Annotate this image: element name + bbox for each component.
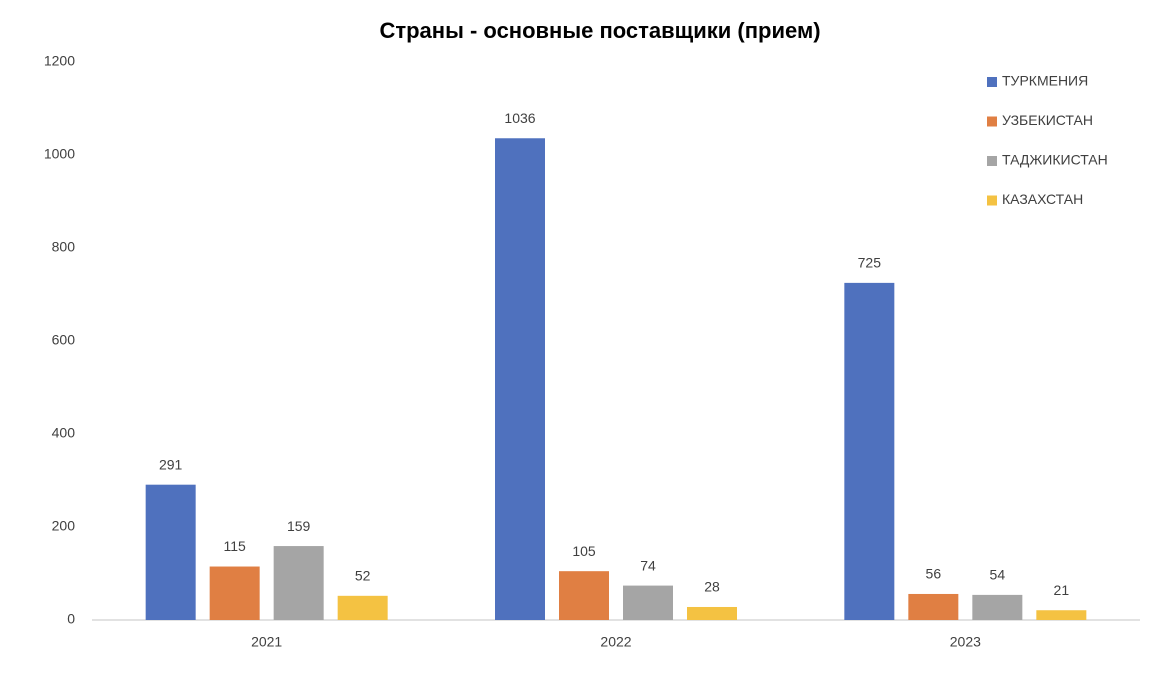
data-label: 105 (572, 543, 596, 559)
bar (273, 546, 324, 620)
bar (559, 571, 609, 620)
data-label: 74 (640, 557, 656, 573)
bar (844, 282, 895, 620)
data-label: 725 (858, 255, 882, 271)
legend-swatch (987, 116, 997, 127)
data-label: 115 (224, 538, 247, 554)
bar (337, 595, 388, 620)
data-label: 291 (159, 456, 183, 472)
y-tick-label: 800 (52, 239, 76, 255)
data-label: 56 (926, 566, 942, 582)
data-label: 28 (704, 579, 720, 595)
legend-swatch (987, 77, 997, 87)
data-label: 52 (355, 568, 371, 584)
bar (623, 585, 673, 620)
x-tick-label: 2021 (251, 634, 282, 650)
legend-label: УЗБЕКИСТАН (1002, 112, 1093, 128)
y-tick-label: 400 (52, 425, 76, 441)
bar (145, 484, 196, 620)
chart-title: Страны - основные поставщики (прием) (379, 18, 820, 43)
data-label: 21 (1054, 582, 1070, 598)
y-tick-label: 1000 (44, 146, 75, 162)
legend-label: ТУРКМЕНИЯ (1002, 73, 1088, 89)
y-tick-label: 200 (52, 518, 76, 534)
data-label: 159 (287, 518, 311, 534)
bar (908, 593, 959, 620)
x-tick-label: 2023 (950, 634, 981, 650)
legend-label: ТАДЖИКИСТАН (1002, 152, 1108, 168)
x-tick-label: 2022 (600, 634, 631, 650)
bar (1036, 610, 1087, 620)
y-tick-label: 600 (52, 332, 76, 348)
y-tick-label: 0 (67, 611, 75, 627)
data-label: 54 (990, 567, 1006, 583)
bar (495, 138, 545, 620)
bar (972, 594, 1023, 620)
legend-swatch (987, 195, 997, 206)
y-tick-label: 1200 (44, 53, 75, 69)
bar (687, 606, 737, 620)
data-label: 1036 (504, 110, 535, 126)
legend-swatch (987, 156, 997, 166)
bar (209, 566, 260, 620)
legend-label: КАЗАХСТАН (1002, 191, 1083, 207)
